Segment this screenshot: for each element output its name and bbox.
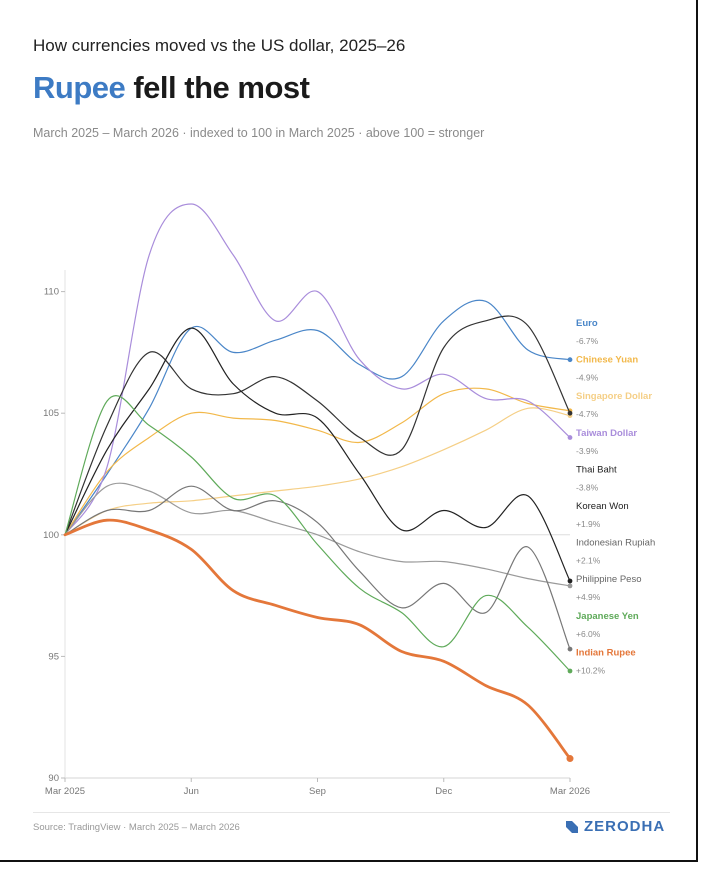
brand-name: ZERODHA bbox=[584, 818, 666, 835]
line-chart: 90 95 100 105 110 Mar 2025 Jun Sep Dec Mar 2026 Eu… bbox=[43, 203, 655, 797]
end-label-taiwan-dollar: Taiwan Dollar bbox=[576, 428, 637, 439]
chart-kicker: How currencies moved vs the US dollar, 2… bbox=[33, 36, 406, 55]
end-change-euro: -6.7% bbox=[576, 336, 599, 346]
series-line-korean-won bbox=[64, 327, 571, 582]
end-change-thai-baht: -3.8% bbox=[576, 482, 599, 492]
y-tick-label-110: 110 bbox=[44, 287, 59, 298]
y-tick-label-90: 90 bbox=[48, 773, 59, 784]
end-label-indonesian-rupiah: Indonesian Rupiah bbox=[576, 538, 655, 549]
headline-accent: Rupee bbox=[33, 70, 126, 105]
x-tick-label-mar-2025: Mar 2025 bbox=[45, 786, 85, 797]
end-change-chinese-yuan: -4.9% bbox=[576, 373, 599, 383]
end-change-philippine-peso: +4.9% bbox=[576, 592, 601, 602]
end-label-japanese-yen: Japanese Yen bbox=[576, 611, 639, 622]
y-tick-label-95: 95 bbox=[48, 651, 59, 662]
chart-headline: Rupee fell the most bbox=[33, 70, 310, 106]
chart-subtitle: March 2025 – March 2026 · indexed to 100… bbox=[33, 126, 485, 140]
end-label-philippine-peso: Philippine Peso bbox=[576, 574, 642, 585]
series-line-indian-rupee bbox=[63, 518, 572, 760]
x-tick-label-dec: Dec bbox=[435, 786, 452, 797]
series-end-dot-philippine-peso bbox=[567, 646, 573, 652]
source-note: Source: TradingView · March 2025 – March… bbox=[33, 822, 240, 833]
end-change-korean-won: +1.9% bbox=[576, 519, 601, 529]
series-line-taiwan-dollar bbox=[64, 203, 571, 536]
series-end-dot-taiwan-dollar bbox=[567, 435, 573, 440]
zerodha-logo-icon bbox=[566, 820, 578, 833]
end-label-thai-baht: Thai Baht bbox=[576, 464, 617, 475]
end-label-euro: Euro bbox=[576, 318, 598, 329]
brand-logo: ZERODHA bbox=[566, 818, 665, 835]
end-label-singapore-dollar: Singapore Dollar bbox=[576, 391, 652, 402]
end-label-chinese-yuan: Chinese Yuan bbox=[576, 355, 638, 366]
end-change-singapore-dollar: -4.7% bbox=[576, 409, 599, 419]
series-end-dot-japanese-yen bbox=[567, 668, 573, 674]
series-line-thai-baht bbox=[64, 315, 571, 536]
end-change-indian-rupee: +10.2% bbox=[576, 665, 606, 675]
series-end-dot-indian-rupee bbox=[566, 755, 574, 763]
end-change-japanese-yen: +6.0% bbox=[576, 629, 601, 639]
x-tick-label-jun: Jun bbox=[184, 786, 199, 797]
x-tick-label-sep: Sep bbox=[309, 786, 326, 797]
series-line-chinese-yuan bbox=[64, 387, 571, 536]
footer-divider bbox=[33, 812, 670, 813]
series-line-euro bbox=[64, 299, 571, 536]
y-tick-label-100: 100 bbox=[43, 530, 59, 541]
end-change-taiwan-dollar: -3.9% bbox=[576, 446, 599, 456]
series-end-dot-korean-won bbox=[567, 578, 573, 584]
end-change-indonesian-rupiah: +2.1% bbox=[576, 556, 601, 566]
series-line-japanese-yen bbox=[64, 395, 571, 672]
series-end-dot-indonesian-rupiah bbox=[567, 583, 573, 589]
series-line-philippine-peso bbox=[64, 485, 571, 650]
series-line-singapore-dollar bbox=[64, 407, 571, 536]
series-line-indonesian-rupiah bbox=[64, 482, 571, 587]
end-label-indian-rupee: Indian Rupee bbox=[576, 647, 636, 658]
x-tick-label-mar-2026: Mar 2026 bbox=[550, 786, 590, 797]
series-end-dot-euro bbox=[567, 357, 573, 363]
y-tick-label-105: 105 bbox=[43, 408, 59, 419]
headline-rest: fell the most bbox=[125, 70, 310, 105]
card-frame bbox=[0, 0, 698, 862]
end-label-korean-won: Korean Won bbox=[576, 501, 629, 512]
series-end-dot-thai-baht bbox=[567, 410, 573, 416]
